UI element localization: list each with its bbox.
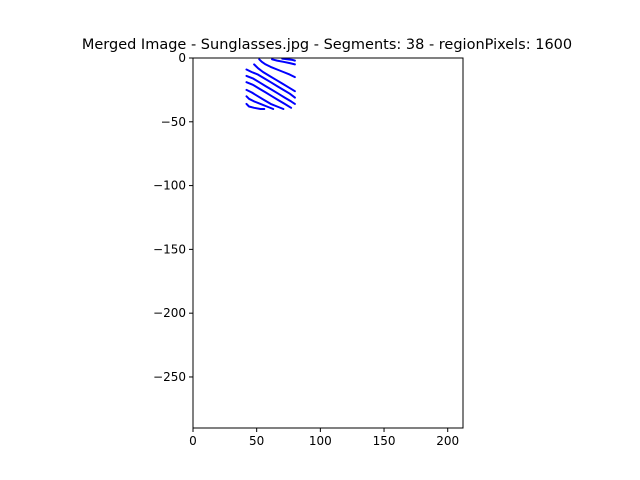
x-tick-label: 200: [436, 434, 459, 448]
y-axis: 0 −50 −100 −150 −200 −250: [153, 51, 193, 384]
plot-frame: [192, 57, 464, 429]
x-tick-label: 50: [249, 434, 264, 448]
series-layer: [245, 57, 296, 110]
x-tick-label: 0: [189, 434, 197, 448]
x-tick-label: 100: [309, 434, 332, 448]
series-line-5: [245, 81, 293, 109]
y-tick-label: −100: [153, 179, 186, 193]
y-tick-label: −250: [153, 370, 186, 384]
series-line-8: [245, 102, 266, 110]
y-tick-label: −150: [153, 242, 186, 256]
plot-area: [193, 58, 463, 428]
series-line-2: [253, 63, 296, 93]
y-tick-label: 0: [178, 51, 186, 65]
series-line-9: [271, 58, 296, 66]
x-tick-label: 150: [373, 434, 396, 448]
chart-title: Merged Image - Sunglasses.jpg - Segments…: [82, 37, 572, 53]
y-tick-label: −200: [153, 306, 186, 320]
y-tick-label: −50: [161, 115, 186, 129]
series-line-7: [245, 95, 275, 110]
series-line-6: [245, 88, 285, 110]
series-line-1: [258, 58, 296, 79]
series-line-3: [245, 68, 296, 99]
x-axis: 0 50 100 150 200: [189, 428, 459, 448]
series-line-10: [281, 57, 296, 62]
series-line-4: [245, 74, 296, 105]
